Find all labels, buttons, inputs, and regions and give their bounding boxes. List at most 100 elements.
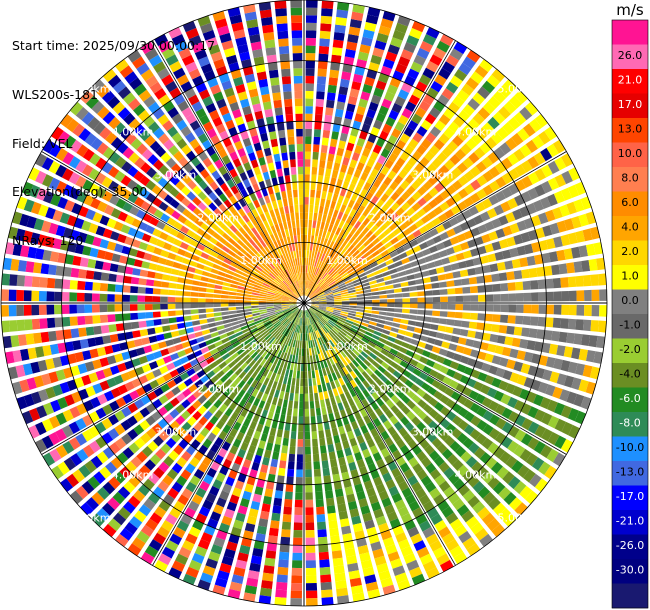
velocity-gate: [476, 322, 485, 331]
velocity-gate: [314, 259, 318, 267]
velocity-gate: [517, 128, 530, 142]
velocity-gate: [384, 280, 393, 286]
velocity-gate: [77, 316, 86, 326]
velocity-gate: [91, 79, 105, 93]
velocity-gate: [288, 313, 294, 320]
velocity-gate: [238, 282, 247, 287]
velocity-gate: [389, 222, 398, 231]
velocity-gate: [163, 266, 173, 274]
velocity-gate: [237, 389, 246, 398]
velocity-gate: [138, 278, 147, 286]
velocity-gate: [157, 114, 170, 126]
velocity-gate: [347, 34, 359, 44]
velocity-gate: [260, 313, 268, 317]
velocity-gate: [305, 143, 312, 152]
velocity-gate: [35, 421, 47, 436]
velocity-gate: [255, 190, 263, 199]
velocity-gate: [432, 310, 441, 317]
velocity-gate: [308, 227, 312, 236]
velocity-gate: [314, 205, 319, 214]
velocity-gate: [445, 81, 459, 94]
radial-line: [152, 302, 305, 566]
velocity-gate: [276, 312, 284, 317]
velocity-gate: [140, 432, 152, 444]
velocity-gate: [292, 227, 297, 236]
velocity-gate: [315, 312, 322, 319]
velocity-gate: [347, 430, 355, 440]
velocity-gate: [298, 189, 304, 198]
velocity-gate: [122, 147, 135, 159]
velocity-gate: [96, 249, 107, 260]
velocity-gate: [198, 257, 207, 265]
velocity-gate: [285, 345, 290, 354]
velocity-gate: [221, 311, 230, 316]
velocity-gate: [304, 371, 308, 379]
velocity-gate: [144, 304, 153, 311]
velocity-gate: [263, 360, 270, 369]
velocity-gate: [455, 383, 466, 393]
velocity-gate: [326, 296, 334, 300]
velocity-gate: [85, 385, 96, 397]
velocity-gate: [482, 410, 494, 422]
velocity-gate: [362, 448, 371, 459]
velocity-gate: [315, 287, 322, 294]
velocity-gate: [538, 212, 549, 225]
velocity-gate: [389, 181, 399, 191]
velocity-gate: [304, 363, 308, 372]
velocity-gate: [108, 414, 119, 426]
velocity-gate: [374, 326, 384, 333]
velocity-gate: [300, 363, 304, 372]
velocity-gate: [246, 120, 256, 130]
velocity-gate: [486, 208, 498, 219]
velocity-gate: [436, 40, 450, 53]
velocity-gate: [270, 355, 277, 364]
velocity-gate: [363, 289, 372, 294]
velocity-gate: [264, 195, 271, 204]
velocity-gate: [292, 182, 298, 190]
velocity-gate: [344, 356, 352, 364]
velocity-gate: [378, 105, 389, 116]
velocity-gate: [336, 147, 345, 157]
velocity-gate: [281, 521, 291, 530]
velocity-gate: [165, 259, 174, 267]
velocity-gate: [521, 175, 533, 188]
velocity-gate: [489, 414, 500, 426]
velocity-gate: [505, 137, 518, 151]
velocity-gate: [255, 321, 264, 327]
velocity-gate: [410, 260, 419, 268]
velocity-gate: [534, 114, 548, 128]
velocity-gate: [598, 320, 607, 333]
velocity-gate: [472, 112, 485, 125]
velocity-gate: [445, 247, 455, 256]
velocity-gate: [341, 296, 350, 299]
velocity-gate: [368, 364, 377, 373]
velocity-gate: [558, 263, 568, 275]
velocity-gate: [41, 157, 54, 171]
velocity-gate: [553, 291, 562, 302]
velocity-gate: [456, 363, 467, 373]
velocity-gate: [67, 241, 77, 253]
velocity-gate: [433, 493, 446, 506]
velocity-gate: [209, 348, 219, 356]
velocity-gate: [109, 400, 120, 412]
velocity-gate: [184, 321, 193, 328]
velocity-gate: [345, 364, 353, 373]
velocity-gate: [301, 310, 303, 318]
velocity-gate: [277, 467, 286, 477]
velocity-gate: [343, 262, 351, 270]
velocity-gate: [473, 147, 486, 159]
velocity-gate: [209, 415, 219, 425]
velocity-gate: [318, 353, 323, 362]
velocity-gate: [318, 544, 329, 553]
velocity-gate: [401, 314, 410, 319]
velocity-gate: [247, 229, 255, 238]
velocity-gate: [573, 199, 585, 213]
velocity-gate: [449, 154, 461, 166]
velocity-gate: [387, 263, 396, 270]
velocity-gate: [185, 61, 198, 73]
velocity-gate: [282, 307, 290, 310]
velocity-gate: [412, 463, 424, 474]
velocity-gate: [219, 562, 232, 574]
range-ring-label: 4.00km: [455, 126, 497, 139]
velocity-gate: [127, 402, 139, 414]
